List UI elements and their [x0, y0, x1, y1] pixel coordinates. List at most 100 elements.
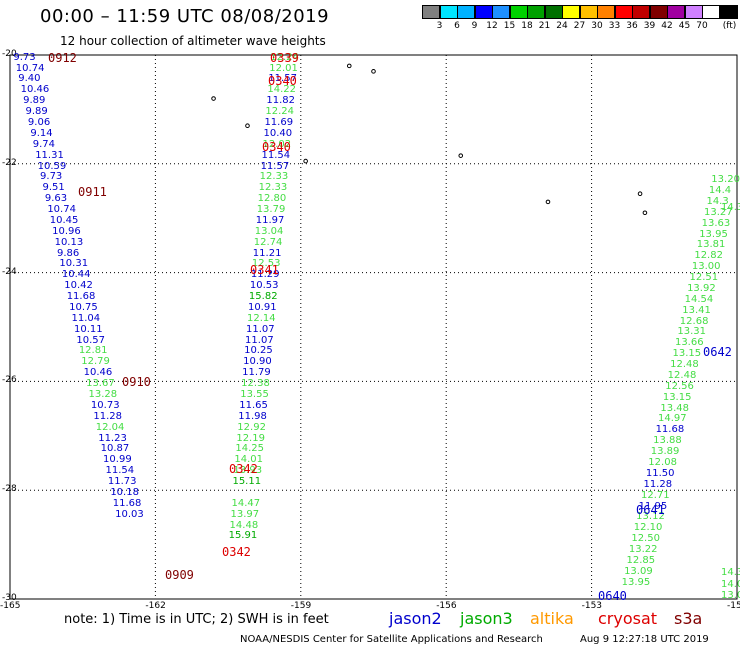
swh-value-label: 11.54: [105, 465, 135, 477]
lat-tick-label: -24: [2, 266, 17, 277]
swh-value-label: 12.50: [631, 533, 660, 545]
colorbar-label: 33: [608, 21, 621, 31]
swh-value-label: 11.68: [66, 291, 96, 303]
pass-time-label: 0909: [165, 568, 194, 582]
swh-value-label: 13.15: [662, 391, 692, 403]
swh-value-label: 10.53: [249, 280, 279, 292]
swh-value-label: 11.57: [260, 160, 290, 172]
swh-value-label: 11.04: [71, 312, 101, 324]
swh-value-label: 9.73: [13, 51, 36, 63]
swh-value-label: 11.21: [252, 247, 282, 259]
pass-time-label: 0340: [262, 140, 291, 154]
lat-tick-label: -28: [2, 484, 17, 495]
swh-value-label: 11.50: [645, 467, 675, 479]
swh-value-label: 13.95: [699, 228, 728, 240]
pass-time-label: 0641: [636, 503, 665, 517]
swh-value-label: 13.28: [88, 389, 118, 400]
swh-value-label: 12.56: [665, 380, 694, 392]
swh-value-label: 14.3: [721, 567, 740, 578]
swh-value-label: 9.86: [57, 247, 80, 259]
swh-value-label: 10.57: [76, 334, 106, 346]
swh-value-label: 11.97: [255, 214, 285, 226]
swh-value-label: 10.44: [61, 269, 91, 281]
generation-timestamp: Aug 9 12:27:18 UTC 2019: [580, 634, 709, 645]
swh-value-label: 10.75: [69, 301, 98, 313]
island-marker: [458, 153, 464, 158]
swh-value-label: 10.87: [100, 443, 130, 455]
swh-value-label: 13.09: [624, 565, 653, 577]
swh-value-label: 12.82: [694, 250, 723, 262]
lon-tick-label: -159: [290, 601, 312, 611]
swh-value-label: 10.45: [49, 214, 79, 226]
colorbar-label: 27: [573, 21, 586, 31]
pass-time-label: 0912: [48, 51, 77, 65]
swh-value-label: 13.67: [86, 378, 115, 390]
swh-value-label: 13.31: [677, 326, 707, 338]
legend-altika: altika: [530, 609, 574, 628]
swh-value-label: 14.4: [708, 185, 732, 196]
pass-time-label: 0340: [268, 74, 297, 88]
swh-value-label: 12.80: [257, 193, 287, 205]
swh-value-label: 12.48: [670, 359, 699, 371]
swh-value-label: 12.08: [648, 457, 677, 468]
swh-value-label: 13.03: [721, 590, 740, 601]
swh-value-label: 11.69: [264, 117, 294, 128]
swh-value-label: 12.71: [641, 489, 670, 501]
colorbar-label: 18: [521, 21, 533, 31]
swh-value-label: 12.24: [265, 106, 295, 118]
lat-tick-label: -30: [2, 593, 17, 603]
colorbar-label: 3: [436, 21, 443, 31]
island-marker: [245, 123, 250, 129]
island-marker: [346, 63, 352, 69]
swh-value-label: 14.97: [657, 413, 687, 425]
map-frame: [9, 54, 738, 600]
colorbar-label: 45: [678, 21, 691, 31]
swh-value-label: 14.3: [706, 195, 729, 207]
swh-value-label: 12.51: [689, 272, 719, 284]
swh-value-label: 9.63: [44, 193, 68, 205]
swh-value-label: 11.07: [245, 334, 274, 346]
swh-value-label: 11.57: [268, 73, 297, 85]
swh-value-label: 12.24: [270, 51, 299, 63]
swh-value-label: 13.79: [256, 204, 286, 216]
pass-time-label: 0342: [229, 462, 258, 476]
swh-value-label: 13.92: [687, 282, 716, 294]
swh-value-label: 13.55: [240, 389, 269, 400]
swh-value-label: 13.95: [621, 576, 651, 588]
swh-value-label: 12.79: [81, 356, 110, 368]
swh-value-label: 9.06: [27, 117, 51, 128]
swh-value-label: 14.0: [721, 579, 740, 590]
pass-time-label: 0339: [270, 51, 299, 65]
swh-value-label: 12.10: [633, 522, 663, 534]
swh-value-label: 10.90: [243, 356, 272, 368]
note-text: note: 1) Time is in UTC; 2) SWH is in fe…: [64, 612, 329, 627]
swh-value-label: 11.73: [107, 476, 137, 488]
lon-tick-label: -165: [0, 601, 21, 611]
swh-value-label: 14.3: [721, 202, 740, 213]
swh-value-label: 10.74: [47, 204, 76, 216]
swh-value-label: 12.38: [241, 378, 270, 390]
swh-value-label: 13.97: [230, 508, 260, 520]
legend-s3a: s3a: [674, 609, 703, 628]
swh-value-label: 14.25: [235, 443, 264, 455]
colorbar-label: 12: [486, 21, 498, 31]
colorbar-label: 42: [661, 21, 673, 31]
swh-value-label: 11.31: [35, 149, 64, 161]
colorbar-label: 6: [454, 21, 460, 31]
pass-time-label: 0341: [250, 263, 279, 277]
swh-value-label: 11.68: [655, 424, 685, 436]
swh-value-label: 12.33: [258, 182, 288, 194]
colorbar-label: 9: [471, 21, 478, 31]
swh-value-label: 13.15: [672, 348, 702, 360]
swh-value-label: 10.42: [64, 280, 93, 292]
swh-value-label: 11.68: [112, 497, 142, 509]
swh-value-label: 12.04: [95, 421, 125, 433]
legend-cryosat: cryosat: [598, 609, 658, 628]
swh-value-label: 9.74: [32, 138, 56, 150]
swh-value-label: 12.33: [259, 171, 289, 183]
swh-value-label: 10.25: [244, 345, 273, 357]
swh-value-label: 13.41: [682, 304, 711, 316]
swh-value-label: 12.48: [667, 369, 697, 381]
pass-time-label: 0642: [703, 345, 732, 359]
colorbar-label: 15: [503, 21, 516, 31]
